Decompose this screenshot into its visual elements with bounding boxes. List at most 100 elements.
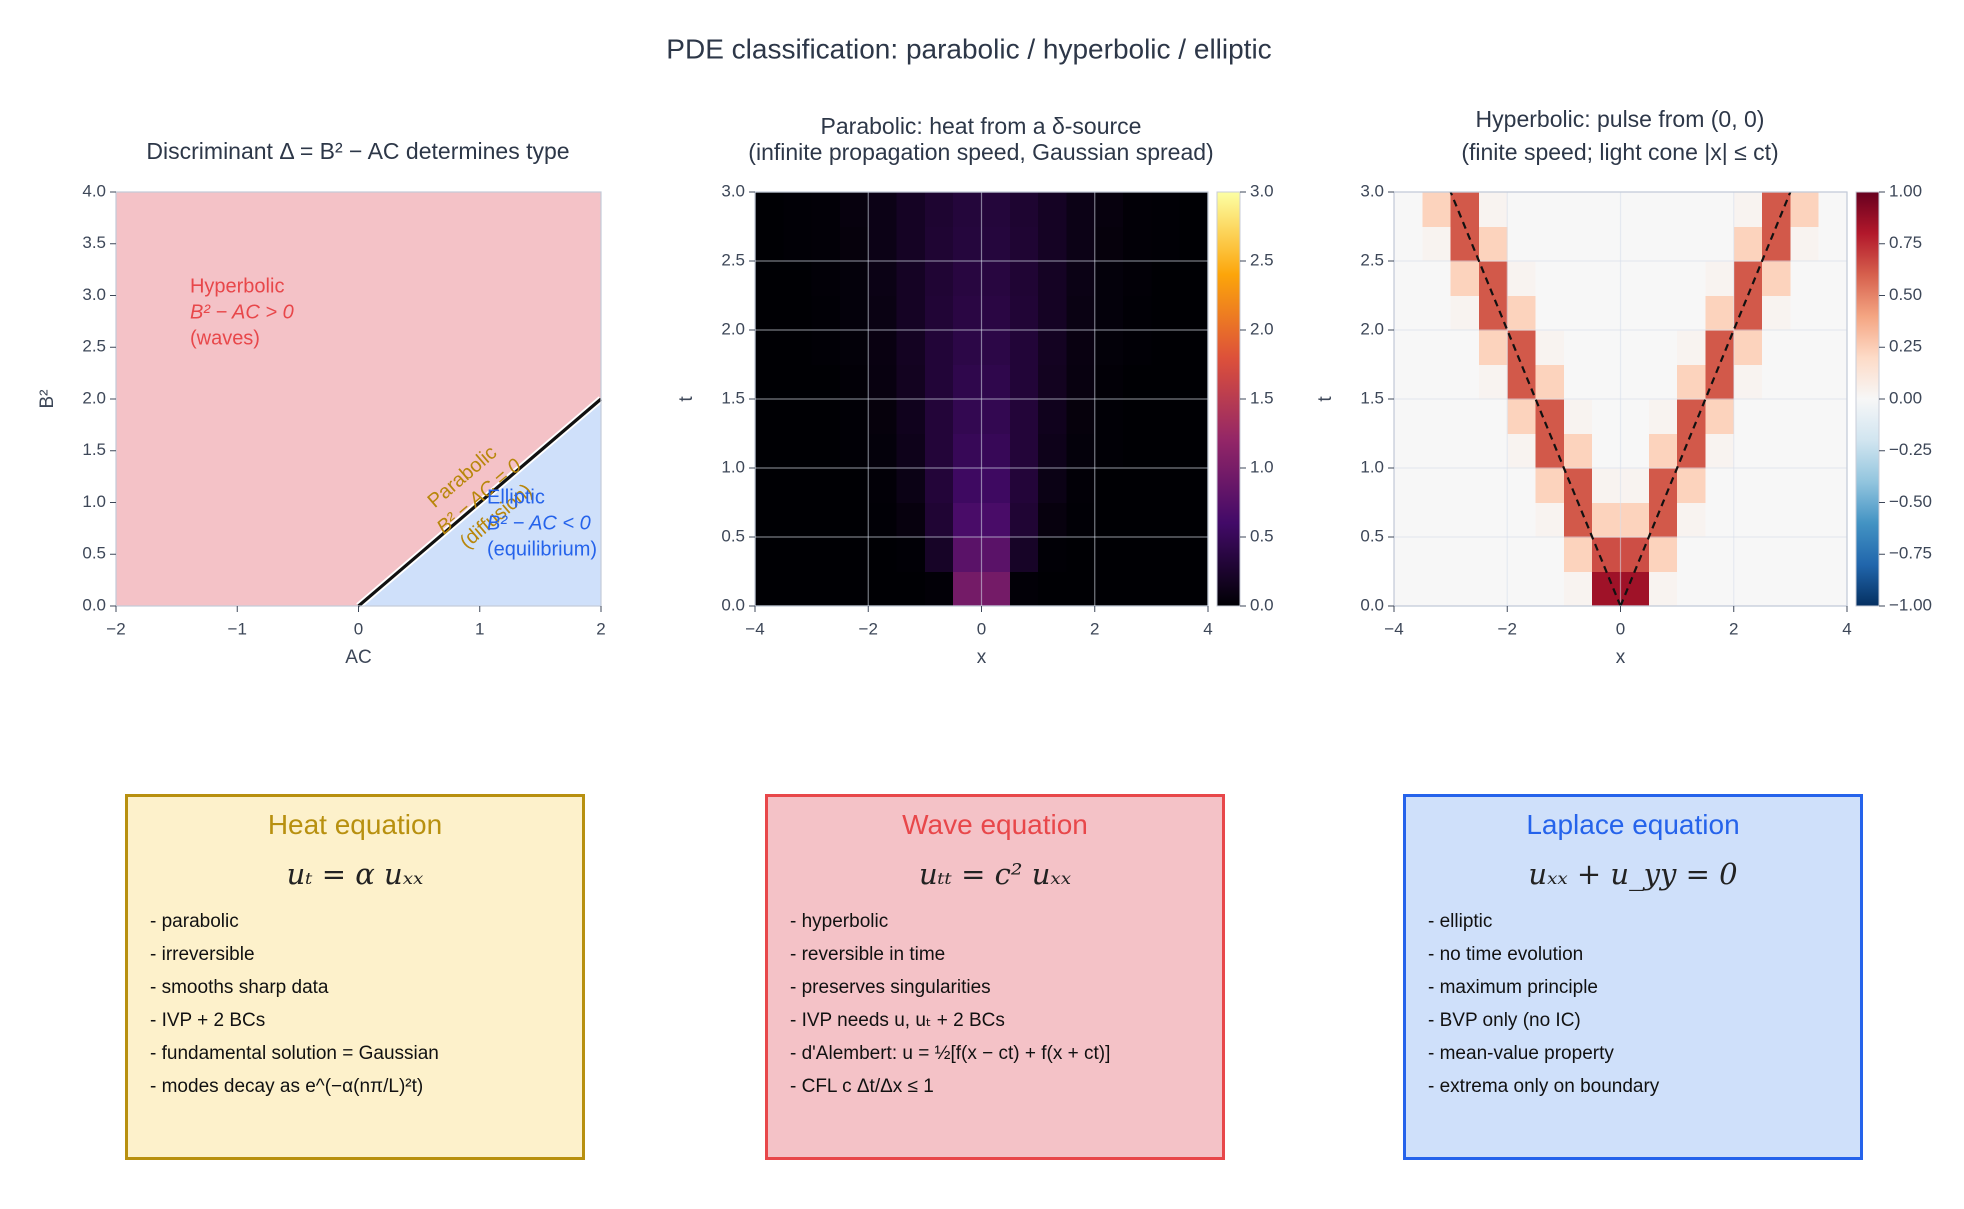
colorbar-tick-label: 1.00 bbox=[1889, 181, 1922, 200]
heat-cell bbox=[783, 330, 813, 366]
heat-cell bbox=[1038, 330, 1068, 366]
heat-cell bbox=[981, 502, 1011, 538]
heat-cell bbox=[1762, 330, 1791, 366]
heat-cell bbox=[1123, 226, 1152, 262]
plot-title: Hyperbolic: pulse from (0, 0) bbox=[1476, 106, 1765, 132]
heat-cell bbox=[1790, 226, 1820, 262]
heat-cell bbox=[953, 261, 983, 297]
heat-cell bbox=[1478, 399, 1508, 435]
heat-cell bbox=[1123, 433, 1152, 469]
x-tick-label: 4 bbox=[1203, 619, 1212, 638]
heat-cell bbox=[1422, 192, 1452, 228]
heat-cell bbox=[1066, 192, 1096, 228]
heat-cell bbox=[755, 226, 784, 262]
card-bullet: - maximum principle bbox=[1428, 977, 1598, 998]
heat-cell bbox=[1094, 192, 1124, 228]
heat-cell bbox=[953, 399, 983, 435]
card-bullet: - IVP + 2 BCs bbox=[150, 1010, 266, 1031]
x-tick-label: −4 bbox=[745, 619, 764, 638]
heat-cell bbox=[868, 226, 898, 262]
heat-cell bbox=[1762, 261, 1791, 297]
heat-cell bbox=[981, 261, 1011, 297]
heat-cell bbox=[1179, 192, 1209, 228]
heat-cell bbox=[1535, 261, 1565, 297]
heat-cell bbox=[1762, 433, 1791, 469]
heat-cell bbox=[953, 192, 983, 228]
heat-cell bbox=[1762, 468, 1791, 504]
card-bullet: - reversible in time bbox=[790, 944, 946, 965]
heat-cell bbox=[1620, 502, 1650, 538]
heat-cell bbox=[1592, 433, 1622, 469]
heat-cell bbox=[1507, 226, 1537, 262]
heat-cell bbox=[755, 364, 784, 400]
y-tick-label: 1.5 bbox=[721, 388, 745, 407]
heat-cell bbox=[1620, 399, 1650, 435]
heat-cell bbox=[1705, 364, 1735, 400]
heat-cell bbox=[1648, 364, 1678, 400]
heat-cell bbox=[1677, 537, 1707, 573]
heat-cell bbox=[1535, 295, 1565, 331]
heat-cell bbox=[1762, 226, 1791, 262]
heat-cell bbox=[1563, 502, 1593, 538]
heat-cell bbox=[981, 330, 1011, 366]
heat-cell bbox=[953, 226, 983, 262]
heat-cell bbox=[1038, 502, 1068, 538]
heat-cell bbox=[1705, 261, 1735, 297]
heat-cell bbox=[953, 468, 983, 504]
annotation-text: Hyperbolic bbox=[190, 276, 284, 298]
heat-cell bbox=[1394, 537, 1423, 573]
plot-title: Discriminant Δ = B² − AC determines type bbox=[146, 138, 569, 164]
heat-cell bbox=[924, 192, 954, 228]
heat-cell bbox=[981, 192, 1011, 228]
heat-cell bbox=[1677, 226, 1707, 262]
heat-cell bbox=[783, 502, 813, 538]
heat-cell bbox=[1179, 261, 1209, 297]
heat-cell bbox=[1535, 433, 1565, 469]
heat-cell bbox=[1818, 330, 1848, 366]
card-title: Heat equation bbox=[267, 809, 443, 840]
heat-cell bbox=[1677, 433, 1707, 469]
heat-cell bbox=[1705, 192, 1735, 228]
heat-cell bbox=[1094, 226, 1124, 262]
heat-cell bbox=[1066, 571, 1096, 607]
heat-cell bbox=[1620, 364, 1650, 400]
heat-cell bbox=[1648, 261, 1678, 297]
colorbar-tick-label: 3.0 bbox=[1250, 181, 1274, 200]
heat-cell bbox=[1009, 261, 1039, 297]
colorbar-tick-label: −0.50 bbox=[1889, 492, 1932, 511]
heat-cell bbox=[868, 295, 898, 331]
heat-cell bbox=[1563, 399, 1593, 435]
heat-cell bbox=[1648, 571, 1678, 607]
heat-cell bbox=[811, 502, 841, 538]
heat-cell bbox=[953, 330, 983, 366]
annotation-text: (equilibrium) bbox=[487, 539, 597, 561]
heat-cell bbox=[1818, 468, 1848, 504]
heat-cell bbox=[1818, 537, 1848, 573]
heat-cell bbox=[755, 537, 784, 573]
heat-cell bbox=[1394, 502, 1423, 538]
x-axis-label: x bbox=[1616, 647, 1626, 668]
heat-cell bbox=[1450, 364, 1480, 400]
heat-cell bbox=[1478, 330, 1508, 366]
heat-cell bbox=[811, 364, 841, 400]
heat-cell bbox=[1009, 192, 1039, 228]
heat-cell bbox=[811, 433, 841, 469]
heat-cell bbox=[783, 399, 813, 435]
heat-cell bbox=[1422, 364, 1452, 400]
heat-cell bbox=[1179, 295, 1209, 331]
heat-cell bbox=[868, 433, 898, 469]
heat-cell bbox=[811, 537, 841, 573]
heat-cell bbox=[783, 364, 813, 400]
heat-cell bbox=[868, 468, 898, 504]
heat-cell bbox=[1705, 468, 1735, 504]
heat-cell bbox=[1123, 192, 1152, 228]
heat-cell bbox=[1563, 192, 1593, 228]
heat-cell bbox=[1535, 226, 1565, 262]
heat-cell bbox=[1066, 364, 1096, 400]
y-axis-label: B² bbox=[37, 390, 58, 409]
heat-cell bbox=[1179, 226, 1209, 262]
heat-cell bbox=[1563, 261, 1593, 297]
heat-cell bbox=[924, 502, 954, 538]
plot-title: Parabolic: heat from a δ-source bbox=[821, 113, 1142, 139]
heat-cell bbox=[1620, 330, 1650, 366]
